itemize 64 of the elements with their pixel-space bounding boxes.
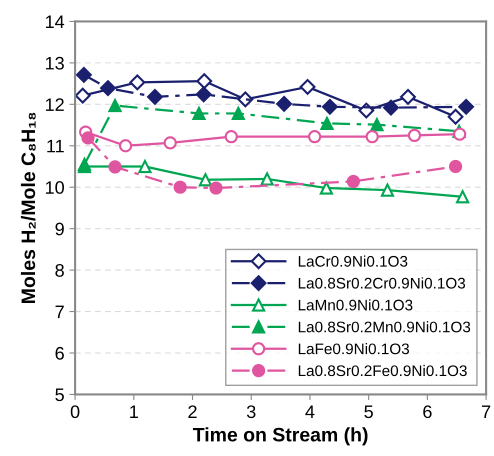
point [320,116,334,130]
x-tick-label: 2 [188,405,197,418]
x-axis-title: Time on Stream (h) [192,427,368,446]
legend-label: LaFe0.9Ni0.1O3 [298,343,410,354]
point [198,173,212,186]
point [164,136,177,150]
point [232,106,245,120]
legend-label: LaMn0.9Ni0.1O3 [298,299,412,310]
point [100,80,116,96]
x-tick-label: 3 [246,405,256,418]
x-tick-label: 0 [70,405,80,418]
point [174,180,187,194]
x-tick-label: 7 [482,406,490,418]
point [400,88,416,105]
legend-label: La0.8Sr0.2Cr0.9Ni0.1O3 [298,277,466,289]
point [383,100,399,116]
point [458,98,474,115]
x-tick-label: 5 [364,406,373,418]
x-tick-label: 1 [130,406,138,418]
point [196,73,212,90]
x-tick-label: 4 [305,406,314,418]
y-tick-label: 5 [55,388,64,402]
y-tick-label: 9 [55,222,64,236]
point [370,118,384,132]
point [408,128,422,142]
y-tick-label: 6 [56,346,64,360]
point [300,78,316,95]
point [322,98,338,115]
y-tick-label: 8 [55,264,64,277]
point [456,190,470,204]
point [108,160,122,174]
point [108,98,122,112]
point [380,184,394,197]
legend-label: La0.8Sr0.2Fe0.9Ni0.1O3 [298,364,467,376]
y-tick-label: 10 [46,181,64,194]
point [448,160,462,174]
point [138,160,152,174]
y-tick-label: 7 [56,306,64,318]
point [308,130,322,144]
point [260,172,274,186]
legend-label: La0.8Sr0.2Mn0.9Ni0.1O3 [298,321,470,332]
legend-label: LaCr0.9Ni0.1O3 [298,256,408,267]
y-axis-title: Moles H₂/Mole C₈H₁₈ [20,112,36,303]
x-tick-label: 6 [423,405,432,418]
point [129,74,146,90]
point [453,128,466,141]
point [196,86,212,102]
point [320,181,333,195]
point [346,174,360,188]
point [76,66,92,83]
point [448,108,464,125]
y-tick-label: 11 [47,140,64,152]
point [366,130,379,144]
point [81,131,95,144]
point [224,130,238,144]
point [276,96,292,112]
point [147,88,163,105]
point [209,181,223,195]
point [192,106,206,120]
y-tick-label: 12 [46,98,64,111]
point [75,88,91,104]
y-tick-label: 14 [46,16,64,28]
y-tick-label: 13 [46,56,64,70]
point [118,139,132,152]
